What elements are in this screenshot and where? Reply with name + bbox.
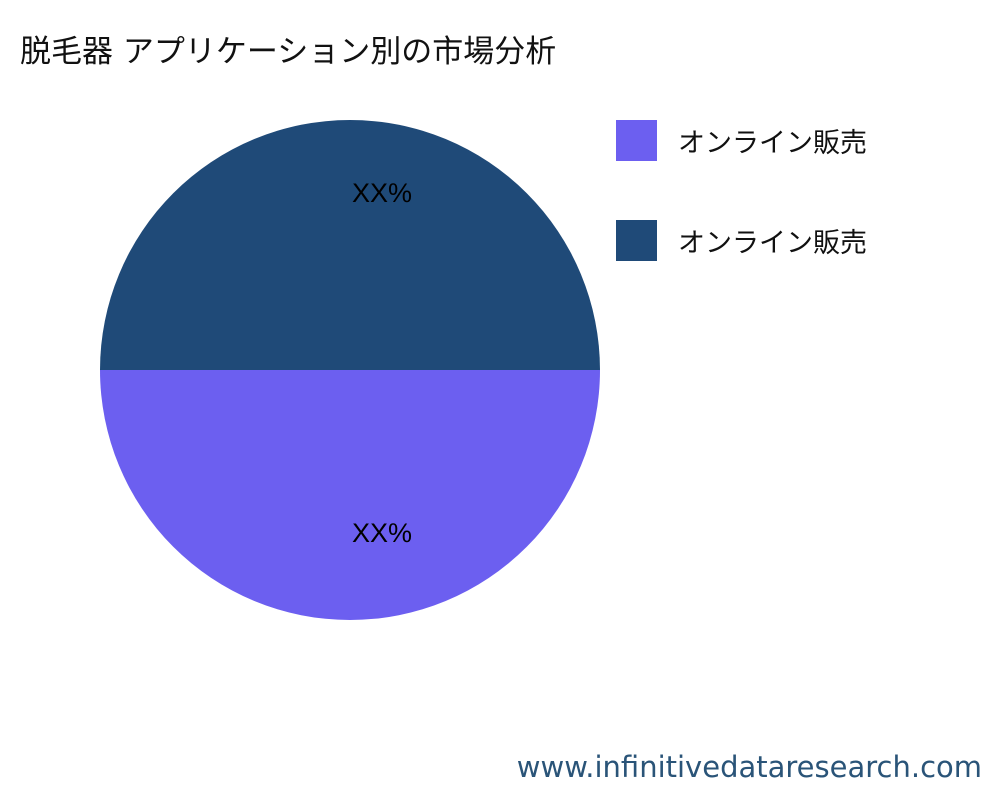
legend-item-1: オンライン販売 bbox=[616, 119, 867, 161]
slice-label-2: XX% bbox=[352, 178, 412, 208]
legend-swatch-2 bbox=[616, 219, 657, 261]
legend-label-1: オンライン販売 bbox=[678, 127, 867, 159]
chart-title: 脱毛器 アプリケーション別の市場分析 bbox=[20, 34, 557, 70]
legend-swatch-1 bbox=[616, 119, 657, 161]
slice-label-1: XX% bbox=[352, 518, 412, 548]
watermark: www.infinitivedataresearch.com bbox=[516, 750, 982, 784]
legend-item-2: オンライン販売 bbox=[616, 219, 867, 261]
pie-slice-2 bbox=[100, 120, 600, 370]
legend-label-2: オンライン販売 bbox=[678, 227, 867, 259]
pie-slice-1 bbox=[100, 370, 600, 620]
